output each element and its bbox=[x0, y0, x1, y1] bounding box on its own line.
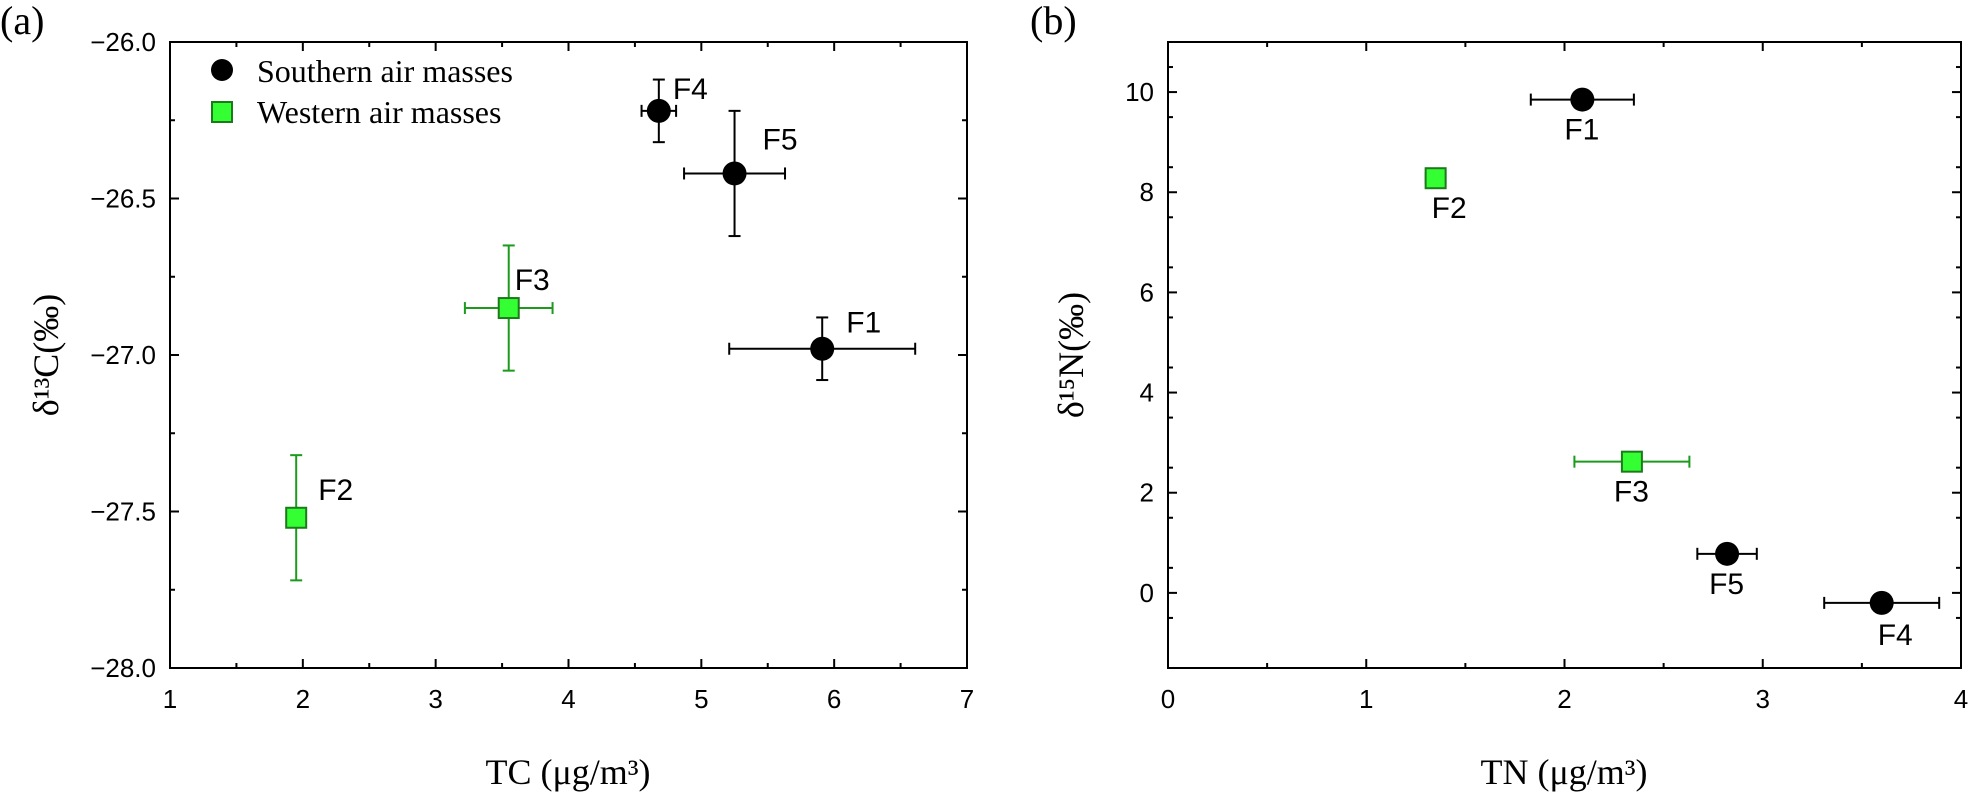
point-label-f4: F4 bbox=[1878, 619, 1913, 652]
legend-marker-western bbox=[211, 101, 233, 123]
x-tick-label-b: 0 bbox=[1161, 684, 1175, 714]
point-label-f1: F1 bbox=[1564, 114, 1599, 147]
data-point-f1-b: F1 bbox=[1529, 87, 1635, 147]
y-tick-label-b: 0 bbox=[1140, 578, 1154, 608]
square-marker bbox=[285, 506, 308, 529]
point-label-f5: F5 bbox=[1709, 568, 1744, 601]
point-label-f3: F3 bbox=[1614, 476, 1649, 509]
y-axis-title-b: δ¹⁵N(‰) bbox=[1051, 292, 1091, 418]
circle-marker bbox=[646, 98, 671, 123]
point-label-f1: F1 bbox=[846, 307, 881, 340]
square-marker bbox=[1424, 167, 1447, 190]
panel-b: (b) 0 1 2 3 4 0 2 4 6 8 10 F1 F5 F4 F2 F3 TN (μg/m³) δ… bbox=[1030, 0, 1968, 792]
point-label-f2: F2 bbox=[1432, 192, 1467, 225]
axes-b: 0 1 2 3 4 0 2 4 6 8 10 bbox=[1125, 42, 1968, 714]
point-label-f3: F3 bbox=[515, 264, 550, 297]
x-tick-label-a: 4 bbox=[561, 684, 575, 714]
legend-a: Southern air masses Western air masses bbox=[211, 53, 513, 130]
x-axis-title-a: TC (μg/m³) bbox=[485, 752, 650, 792]
data-point-f4-b: F4 bbox=[1823, 590, 1941, 652]
plot-frame-a bbox=[169, 41, 968, 669]
y-tick-label-b: 2 bbox=[1140, 478, 1154, 508]
y-axis-title-a: δ¹³C(‰) bbox=[26, 294, 66, 417]
panel-a-label: (a) bbox=[0, 0, 44, 43]
square-marker bbox=[497, 297, 520, 320]
marks-a: F4 F5 F1 F3 F2 bbox=[285, 73, 917, 582]
data-point-f2-b: F2 bbox=[1424, 167, 1467, 225]
y-tick-label-a: −28.0 bbox=[90, 653, 156, 683]
x-tick-label-b: 4 bbox=[1954, 684, 1968, 714]
x-tick-label-b: 2 bbox=[1557, 684, 1571, 714]
legend-label-western: Western air masses bbox=[257, 94, 501, 130]
x-tick-label-a: 7 bbox=[960, 684, 974, 714]
x-tick-label-b: 3 bbox=[1756, 684, 1770, 714]
circle-marker bbox=[1715, 541, 1740, 566]
y-tick-label-b: 10 bbox=[1125, 77, 1154, 107]
circle-marker bbox=[1570, 87, 1595, 112]
y-tick-label-b: 6 bbox=[1140, 277, 1154, 307]
axes-a: 1 2 3 4 5 6 7 −26.0 −26.5 −27.0 −27.5 −28.0 bbox=[90, 27, 974, 714]
y-tick-label-a: −27.0 bbox=[90, 340, 156, 370]
data-point-f5-b: F5 bbox=[1696, 541, 1758, 601]
point-label-f2: F2 bbox=[318, 474, 353, 507]
legend-marker-southern bbox=[211, 59, 233, 81]
circle-marker bbox=[722, 161, 747, 186]
data-point-f3-a: F3 bbox=[463, 244, 554, 372]
panel-b-label: (b) bbox=[1030, 0, 1077, 43]
x-tick-label-a: 1 bbox=[163, 684, 177, 714]
data-point-f1-a: F1 bbox=[728, 307, 917, 382]
y-tick-label-b: 4 bbox=[1140, 378, 1154, 408]
circle-marker bbox=[1869, 590, 1894, 615]
data-point-f3-b: F3 bbox=[1573, 450, 1691, 509]
y-tick-label-a: −27.5 bbox=[90, 497, 156, 527]
y-tick-label-b: 8 bbox=[1140, 177, 1154, 207]
point-label-f4: F4 bbox=[673, 73, 708, 106]
data-point-f5-a: F5 bbox=[683, 109, 798, 238]
x-tick-label-b: 1 bbox=[1359, 684, 1373, 714]
circle-marker bbox=[810, 336, 835, 361]
legend-label-southern: Southern air masses bbox=[257, 53, 513, 89]
data-point-f4-a: F4 bbox=[640, 73, 708, 144]
x-axis-title-b: TN (μg/m³) bbox=[1480, 752, 1647, 792]
marks-b: F1 F5 F4 F2 F3 bbox=[1424, 87, 1941, 652]
point-label-f5: F5 bbox=[763, 123, 798, 156]
y-tick-label-a: −26.0 bbox=[90, 27, 156, 57]
x-tick-label-a: 2 bbox=[296, 684, 310, 714]
y-tick-label-a: −26.5 bbox=[90, 184, 156, 214]
square-marker bbox=[1620, 450, 1643, 473]
x-tick-label-a: 3 bbox=[428, 684, 442, 714]
x-tick-label-a: 6 bbox=[827, 684, 841, 714]
data-point-f2-a: F2 bbox=[285, 454, 353, 582]
panel-a: (a) 1 2 3 4 5 6 7−26.0−26.5−27.0−27.5−28.0 F4F… bbox=[0, 0, 974, 792]
x-tick-label-a: 5 bbox=[694, 684, 708, 714]
